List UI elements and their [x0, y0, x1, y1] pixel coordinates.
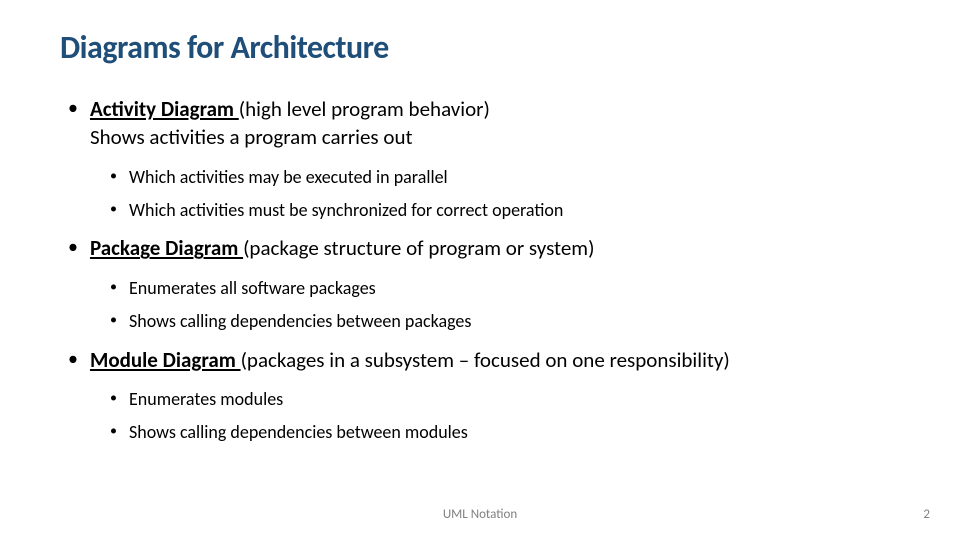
footer-center-text: UML Notation — [0, 507, 960, 522]
bullet-dot-icon: • — [110, 310, 117, 330]
bullet-heading: Module Diagram — [90, 347, 241, 373]
bullet-text: Module Diagram (packages in a subsystem … — [90, 346, 730, 374]
bullet-heading: Package Diagram — [90, 235, 243, 261]
bullet-dot-icon: • — [110, 421, 117, 441]
sub-bullet-text: Which activities may be executed in para… — [129, 166, 448, 189]
bullet-dot-icon: • — [68, 234, 78, 261]
slide-container: Diagrams for Architecture • Activity Dia… — [0, 0, 960, 540]
bullet-text: Activity Diagram (high level program beh… — [90, 95, 490, 152]
sub-bullet-text: Shows calling dependencies between modul… — [129, 421, 468, 444]
sub-bullet: • Enumerates all software packages — [60, 277, 900, 300]
sub-bullet: • Which activities must be synchronized … — [60, 199, 900, 222]
bullet-second-line: Shows activities a program carries out — [90, 124, 413, 150]
bullet-suffix: (packages in a subsystem – focused on on… — [241, 347, 730, 373]
bullet-activity: • Activity Diagram (high level program b… — [60, 95, 900, 152]
sub-bullet-text: Enumerates modules — [129, 388, 283, 411]
sub-bullet-text: Shows calling dependencies between packa… — [129, 310, 471, 333]
bullet-dot-icon: • — [110, 199, 117, 219]
bullet-module: • Module Diagram (packages in a subsyste… — [60, 346, 900, 374]
page-number: 2 — [923, 507, 930, 522]
sub-bullet-text: Which activities must be synchronized fo… — [129, 199, 563, 222]
bullet-package: • Package Diagram (package structure of … — [60, 234, 900, 262]
sub-bullet: • Enumerates modules — [60, 388, 900, 411]
bullet-text: Package Diagram (package structure of pr… — [90, 234, 595, 262]
bullet-dot-icon: • — [110, 388, 117, 408]
sub-bullet: • Shows calling dependencies between pac… — [60, 310, 900, 333]
bullet-dot-icon: • — [110, 277, 117, 297]
bullet-dot-icon: • — [68, 346, 78, 373]
sub-bullet-text: Enumerates all software packages — [129, 277, 376, 300]
bullet-dot-icon: • — [110, 166, 117, 186]
sub-bullet: • Shows calling dependencies between mod… — [60, 421, 900, 444]
bullet-heading: Activity Diagram — [90, 96, 239, 122]
slide-title: Diagrams for Architecture — [60, 28, 900, 67]
bullet-suffix: (package structure of program or system) — [243, 235, 594, 261]
bullet-dot-icon: • — [68, 95, 78, 122]
sub-bullet: • Which activities may be executed in pa… — [60, 166, 900, 189]
bullet-suffix: (high level program behavior) — [239, 96, 490, 122]
